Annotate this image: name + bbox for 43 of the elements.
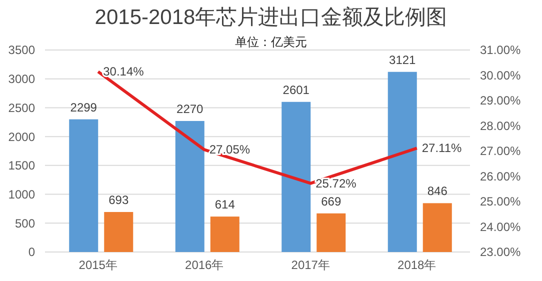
- y-tick-label: 3000: [8, 72, 36, 86]
- y2-tick-label: 31.00%: [480, 43, 522, 58]
- y2-tick-label: 23.00%: [480, 245, 522, 260]
- data-label: 3121: [389, 52, 416, 67]
- y2-tick-label: 28.00%: [480, 118, 522, 133]
- data-label: 614: [214, 198, 236, 212]
- y-tick-label: 1500: [8, 158, 36, 173]
- y2-tick-label: 25.00%: [480, 194, 522, 209]
- y2-tick-label: 30.00%: [480, 68, 522, 82]
- x-tick-label: 2018年: [398, 258, 436, 272]
- y2-tick-label: 27.00%: [480, 144, 522, 158]
- data-label: 669: [321, 194, 342, 208]
- bar: [282, 102, 311, 252]
- x-tick-label: 2017年: [291, 258, 330, 272]
- data-label: 2270: [176, 102, 204, 116]
- bar: [316, 213, 346, 252]
- data-label: 27.05%: [209, 142, 250, 157]
- x-tick-label: 2016年: [185, 258, 224, 272]
- y-tick-label: 2500: [8, 100, 36, 115]
- bar: [104, 212, 134, 252]
- bar: [69, 119, 98, 252]
- data-label: 693: [108, 193, 129, 208]
- y-tick-label: 2000: [8, 130, 36, 144]
- bar: [210, 216, 240, 252]
- data-label: 2601: [282, 82, 310, 97]
- y-tick-label: 500: [14, 216, 36, 230]
- chart-title: 2015-2018年芯片进出口金额及比例图: [94, 6, 448, 29]
- y-tick-label: 0: [28, 245, 36, 260]
- data-label: 25.72%: [316, 176, 357, 190]
- y2-tick-label: 29.00%: [480, 94, 522, 108]
- chart-subtitle: 单位：亿美元: [235, 35, 307, 49]
- data-label: 27.11%: [422, 141, 462, 156]
- y-tick-label: 1000: [8, 187, 36, 202]
- x-tick-label: 2015年: [78, 258, 118, 272]
- y2-tick-label: 24.00%: [480, 220, 522, 234]
- bar: [175, 120, 204, 252]
- data-label: 2299: [70, 100, 98, 114]
- bar: [388, 72, 417, 252]
- y-tick-label: 3500: [8, 43, 36, 58]
- data-label: 30.14%: [103, 64, 144, 79]
- bar: [422, 203, 452, 252]
- y2-tick-label: 26.00%: [480, 169, 522, 184]
- data-label: 846: [427, 184, 448, 198]
